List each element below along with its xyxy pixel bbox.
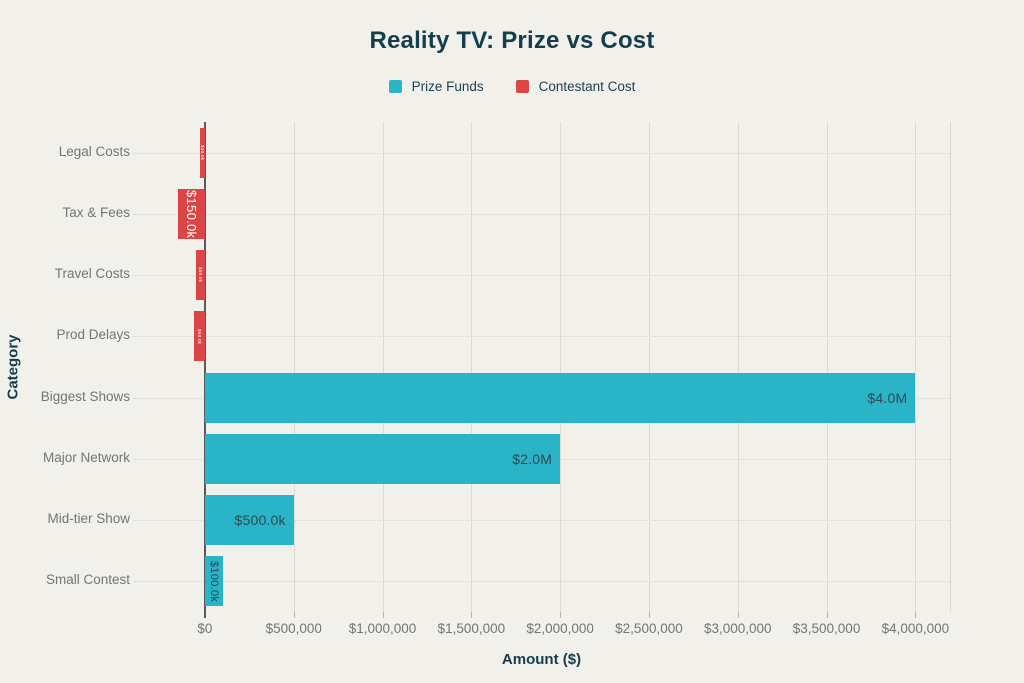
bar-contestant-cost-prod-delays: $60.0k — [194, 311, 205, 362]
horizontal-gridline — [133, 213, 950, 215]
x-tick-mark — [648, 612, 650, 618]
horizontal-gridline — [133, 520, 950, 522]
x-tick-label: $3,000,000 — [703, 621, 772, 636]
bar-value-label: $150.0k — [184, 189, 200, 239]
category-label: Legal Costs — [58, 143, 130, 159]
category-label: Biggest Shows — [40, 388, 130, 404]
bar-value-label: $4.0M — [867, 389, 908, 406]
bar-contestant-cost-travel-costs: $50.0k — [196, 250, 205, 301]
vertical-gridline — [293, 122, 295, 612]
x-tick-mark — [915, 612, 917, 618]
bar-value-label: $30.0k — [199, 144, 205, 161]
bar-prize-funds-major-network: $2.0M — [204, 433, 561, 484]
vertical-gridline — [737, 122, 739, 612]
x-tick-mark — [737, 612, 739, 618]
x-tick-mark — [826, 612, 828, 618]
x-tick-mark — [560, 612, 562, 618]
plot-right-spine — [950, 122, 951, 612]
x-tick-label: $2,000,000 — [526, 621, 594, 636]
legend-item-prize-funds: Prize Funds — [388, 79, 484, 94]
bar-prize-funds-biggest-shows: $4.0M — [204, 372, 916, 423]
x-axis-title: Amount ($) — [501, 651, 582, 668]
horizontal-gridline — [133, 275, 950, 277]
horizontal-gridline — [133, 581, 950, 583]
zero-baseline — [203, 122, 206, 618]
plot-area: $4.0M $2.0M $500.0k $100.0k $30.0k $150.0k $50… — [133, 122, 951, 618]
x-tick-label: $0 — [197, 621, 213, 636]
x-tick-label: $4,000,000 — [881, 621, 950, 636]
horizontal-gridline — [133, 152, 950, 154]
category-label: Travel Costs — [54, 266, 130, 282]
bar-prize-funds-small-contest: $100.0k — [204, 556, 223, 607]
x-tick-label: $2,500,000 — [615, 621, 683, 636]
category-label: Small Contest — [45, 572, 130, 588]
bar-value-label: $500.0k — [234, 512, 286, 529]
vertical-gridline — [560, 122, 562, 612]
vertical-gridline — [382, 122, 384, 612]
bar-prize-funds-mid-tier-show: $500.0k — [204, 495, 294, 546]
category-label: Prod Delays — [56, 327, 130, 343]
bar-value-label: $2.0M — [512, 450, 553, 467]
vertical-gridline — [826, 122, 828, 612]
x-tick-label: $500,000 — [265, 621, 322, 636]
bar-contestant-cost-legal-costs: $30.0k — [199, 127, 205, 178]
category-label: Mid-tier Show — [47, 511, 130, 527]
vertical-gridline — [648, 122, 650, 612]
bar-value-label: $60.0k — [197, 328, 203, 345]
contestant-cost-swatch-icon — [515, 80, 529, 93]
vertical-gridline — [471, 122, 473, 612]
legend-item-contestant-cost: Contestant Cost — [515, 79, 636, 94]
horizontal-gridline — [133, 336, 950, 338]
vertical-gridline — [915, 122, 917, 612]
x-tick-label: $1,000,000 — [348, 621, 417, 636]
prize-funds-swatch-icon — [388, 80, 402, 93]
x-tick-mark — [293, 612, 295, 618]
x-tick-mark — [471, 612, 473, 618]
legend: Prize Funds Contestant Cost — [0, 79, 1024, 94]
chart-title: Reality TV: Prize vs Cost — [369, 27, 655, 54]
category-label: Major Network — [42, 449, 130, 465]
x-tick-label: $1,500,000 — [437, 621, 506, 636]
bar-value-label: $50.0k — [197, 267, 203, 283]
x-tick-label: $3,500,000 — [792, 621, 861, 636]
bar-contestant-cost-tax-fees: $150.0k — [178, 188, 205, 239]
legend-label-prize-funds: Prize Funds — [411, 79, 484, 94]
bar-value-label: $100.0k — [207, 560, 220, 602]
category-label: Tax & Fees — [62, 204, 130, 220]
x-tick-mark — [382, 612, 384, 618]
legend-label-contestant-cost: Contestant Cost — [538, 79, 636, 94]
